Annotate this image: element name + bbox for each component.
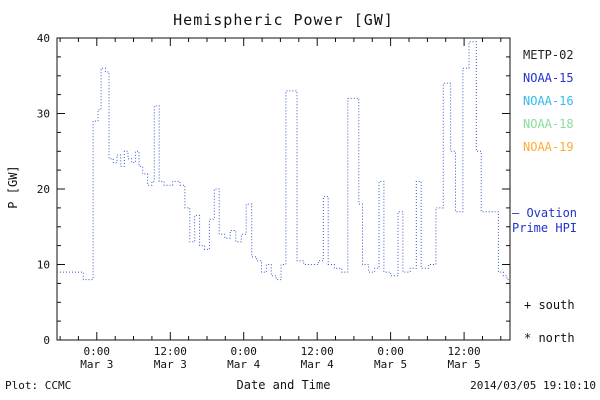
x-tick-date-label: Mar 4 <box>227 358 260 371</box>
y-tick-label: 10 <box>37 259 50 272</box>
x-tick-date-label: Mar 4 <box>301 358 334 371</box>
legend-item-metp-02: METP-02 <box>523 48 574 62</box>
satellite-legend: METP-02 NOAA-15 NOAA-16 NOAA-18 NOAA-19 <box>523 44 574 159</box>
x-tick-time-label: 12:00 <box>301 345 334 358</box>
x-axis-label: Date and Time <box>236 378 331 392</box>
x-tick-time-label: 0:00 <box>230 345 257 358</box>
x-tick-date-label: Mar 5 <box>448 358 481 371</box>
x-tick-time-label: 0:00 <box>84 345 111 358</box>
x-tick-time-label: 12:00 <box>448 345 481 358</box>
x-tick-date-label: Mar 3 <box>80 358 113 371</box>
plot-timestamp: 2014/03/05 19:10:10 <box>470 379 596 392</box>
y-tick-label: 30 <box>37 108 50 121</box>
legend-item-noaa-16: NOAA-16 <box>523 94 574 108</box>
legend-item-noaa-18: NOAA-18 <box>523 117 574 131</box>
ovation-label: — Ovation Prime HPI <box>512 206 578 235</box>
legend-item-noaa-19: NOAA-19 <box>523 140 574 154</box>
plot-credit: Plot: CCMC <box>5 379 72 392</box>
x-tick-date-label: Mar 5 <box>374 358 407 371</box>
chart-title: Hemispheric Power [GW] <box>173 11 394 29</box>
legend-item-noaa-15: NOAA-15 <box>523 71 574 85</box>
y-tick-label: 40 <box>37 32 50 45</box>
x-tick-time-label: 12:00 <box>154 345 187 358</box>
north-marker-label: * north <box>524 331 575 345</box>
south-marker-label: + south <box>524 298 575 312</box>
x-tick-date-label: Mar 3 <box>154 358 187 371</box>
plot-frame <box>56 37 511 341</box>
y-tick-label: 0 <box>43 334 50 347</box>
y-tick-label: 20 <box>37 183 50 196</box>
hpi-step-line <box>57 41 510 281</box>
x-tick-time-label: 0:00 <box>377 345 404 358</box>
